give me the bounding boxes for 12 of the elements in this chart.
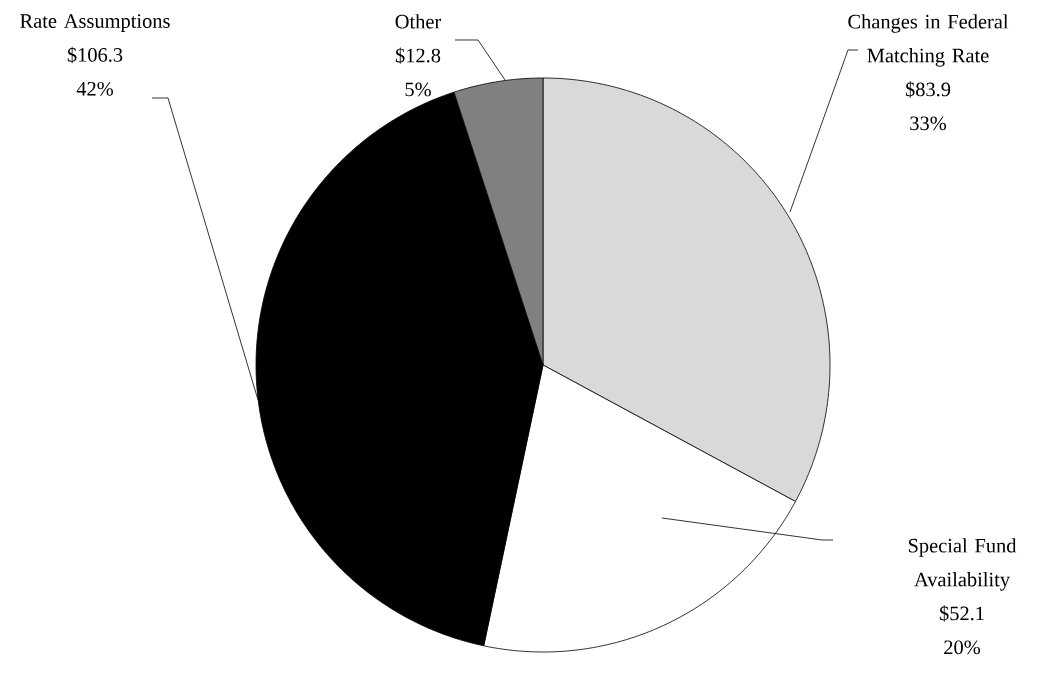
- slice-label: Other: [395, 14, 442, 29]
- slice-label: Changes in Federal Matching Rate: [848, 14, 1009, 67]
- text: 20%: [944, 640, 981, 655]
- text: 42%: [76, 81, 114, 96]
- text: 33%: [910, 116, 947, 131]
- data-label: $52.1: [939, 605, 984, 622]
- slice-label: Rate Assumptions: [20, 14, 170, 33]
- text: 5%: [405, 82, 431, 97]
- data-label: $106.3: [67, 46, 123, 64]
- slice-label: Special Fund Availability: [908, 538, 1017, 591]
- data-label: $12.8: [395, 47, 441, 64]
- data-label: $83.9: [905, 81, 951, 98]
